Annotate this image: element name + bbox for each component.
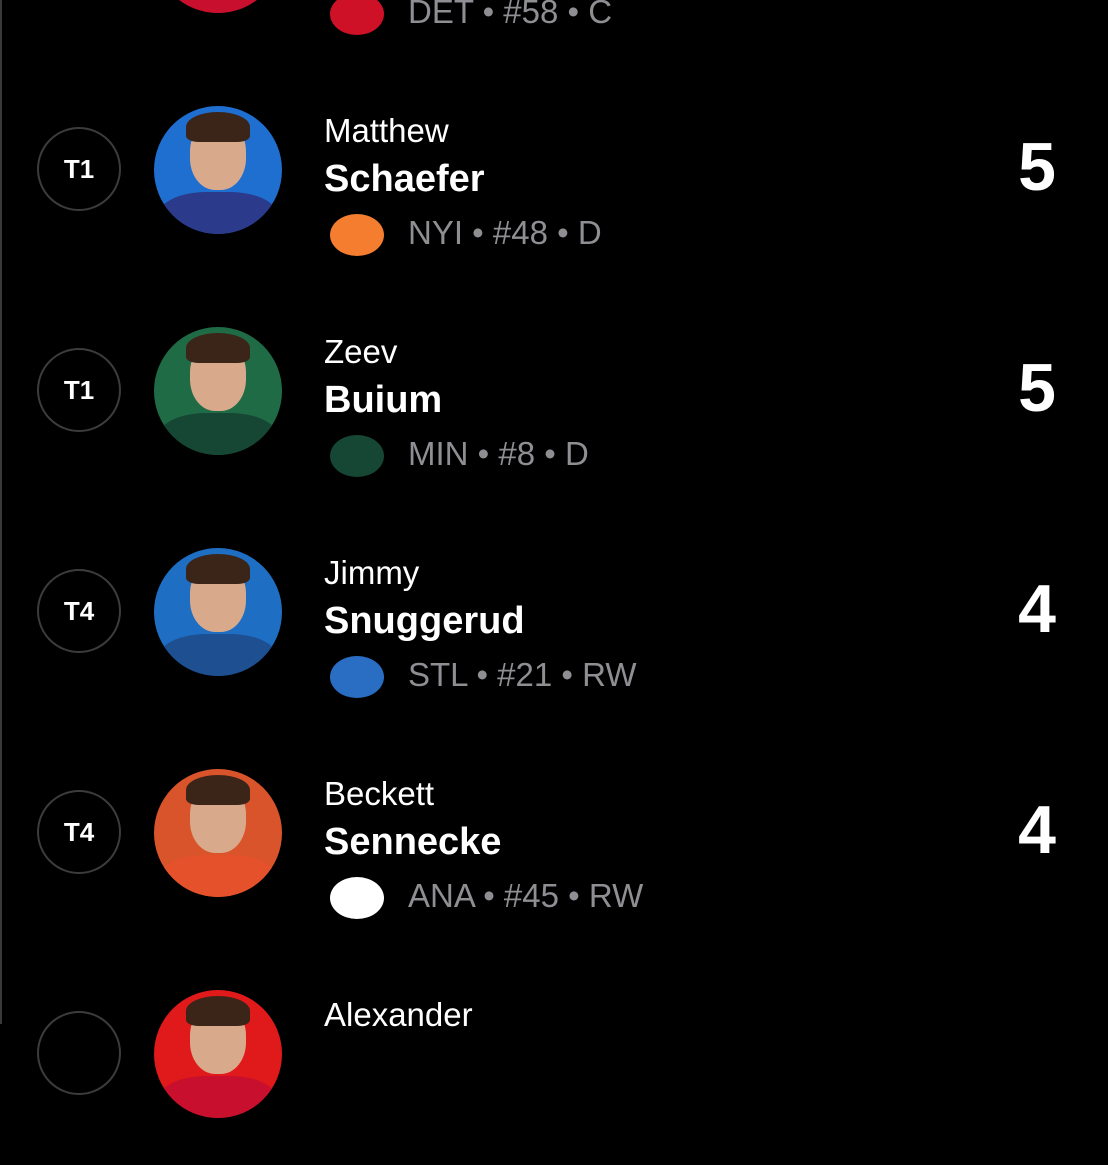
team-logo-icon [330, 877, 384, 919]
player-row[interactable]: T4 Beckett Sennecke ANA • #45 • RW 4 [0, 723, 1108, 944]
player-row[interactable]: T1 Matthew Schaefer NYI • #48 • D 5 [0, 60, 1108, 281]
score-value: 4 [1018, 571, 1056, 647]
player-first-name: Zeev [324, 333, 398, 370]
team-logo-icon [330, 435, 384, 477]
player-avatar [154, 0, 282, 13]
player-meta: STL • #21 • RW [408, 656, 637, 693]
player-meta: ANA • #45 • RW [408, 877, 644, 914]
team-logo-icon [330, 214, 384, 256]
rank-badge: T4 [37, 569, 121, 653]
rank-badge: T1 [37, 348, 121, 432]
player-avatar [154, 106, 282, 234]
player-row[interactable]: T1 Zeev Buium MIN • #8 • D 5 [0, 281, 1108, 502]
player-first-name: Jimmy [324, 554, 420, 591]
player-first-name: Beckett [324, 775, 435, 812]
player-last-name: Buium [324, 379, 443, 421]
rank-badge: T4 [37, 790, 121, 874]
player-row[interactable]: Alexander [0, 944, 1108, 1165]
team-logo-icon [330, 656, 384, 698]
player-first-name: Matthew [324, 112, 449, 149]
score-value: 5 [1018, 129, 1056, 205]
player-avatar [154, 769, 282, 897]
player-meta: NYI • #48 • D [408, 214, 602, 251]
player-avatar [154, 327, 282, 455]
player-last-name: Snuggerud [324, 600, 525, 642]
player-last-name: Sennecke [324, 821, 502, 863]
score-value: 4 [1018, 792, 1056, 868]
player-first-name: Alexander [324, 996, 473, 1033]
player-row[interactable]: DET • #58 • C [0, 0, 1108, 60]
player-last-name: Schaefer [324, 158, 485, 200]
player-avatar [154, 548, 282, 676]
player-avatar [154, 990, 282, 1118]
player-row[interactable]: T4 Jimmy Snuggerud STL • #21 • RW 4 [0, 502, 1108, 723]
team-logo-icon [330, 0, 384, 35]
player-meta: DET • #58 • C [408, 0, 613, 30]
left-border [0, 0, 2, 1024]
rank-badge: T1 [37, 127, 121, 211]
score-value: 5 [1018, 350, 1056, 426]
player-meta: MIN • #8 • D [408, 435, 589, 472]
